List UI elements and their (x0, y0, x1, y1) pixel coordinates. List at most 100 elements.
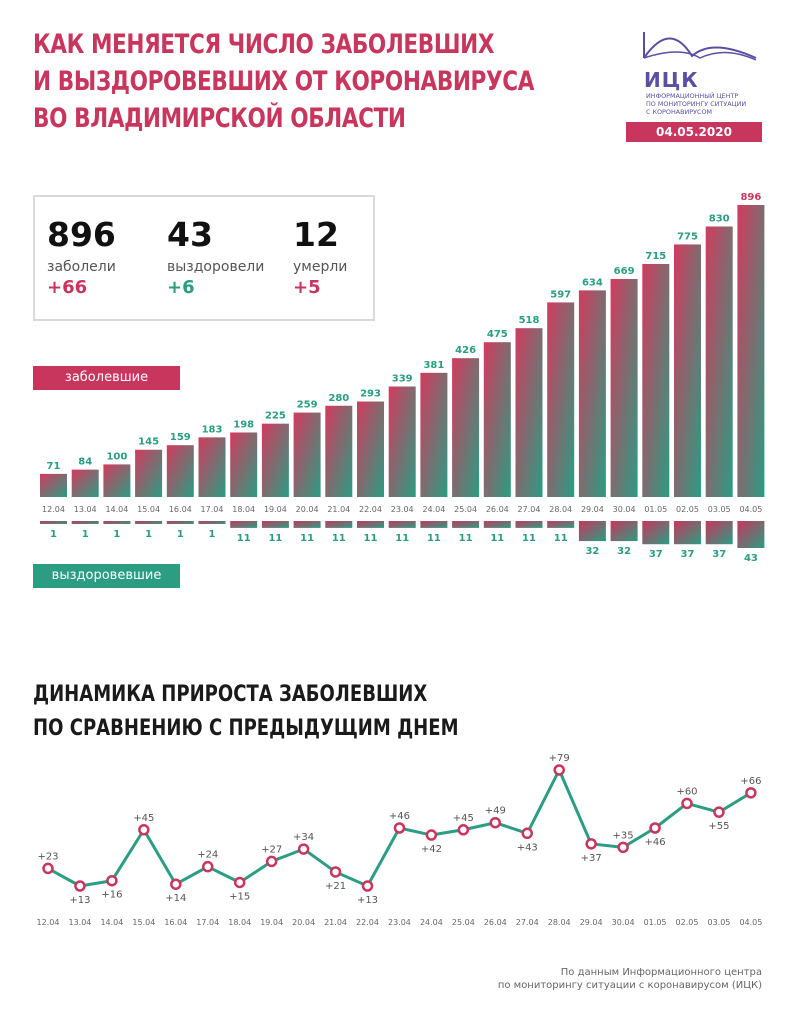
bar-recovered (293, 521, 321, 528)
title-line: ВО ВЛАДИМИРСКОЙ ОБЛАСТИ (33, 103, 406, 134)
recovered-value-label: 1 (209, 529, 216, 540)
date-tick-label: 03.05 (707, 918, 730, 927)
bar-value-label: 159 (170, 432, 191, 443)
bar-recovered (198, 521, 226, 524)
growth-title-line: ПО СРАВНЕНИЮ С ПРЕДЫДУЩИМ ДНЕМ (33, 716, 459, 741)
date-tick-label: 19.04 (260, 918, 283, 927)
bar-value-label: 518 (519, 315, 540, 326)
stat-delta: +6 (167, 277, 195, 298)
bar-value-label: 426 (455, 345, 476, 356)
bar-value-label: 381 (423, 360, 444, 371)
growth-point (553, 764, 565, 776)
stat-infected: 896 заболели +66 (47, 215, 116, 299)
recovered-value-label: 11 (395, 533, 409, 544)
bar-recovered (230, 521, 258, 528)
recovered-value-label: 1 (82, 529, 89, 540)
growth-value-label: +42 (421, 844, 442, 855)
logo-name-line: ИНФОРМАЦИОННЫЙ ЦЕНТР (646, 92, 739, 100)
recovered-value-label: 43 (744, 553, 758, 564)
recovered-value-label: 11 (554, 533, 568, 544)
page-title: КАК МЕНЯЕТСЯ ЧИСЛО ЗАБОЛЕВШИХ И ВЫЗДОРОВ… (33, 26, 534, 137)
bar-infected (71, 469, 99, 497)
date-tick-label: 28.04 (549, 505, 572, 514)
date-tick-label: 27.04 (516, 918, 539, 927)
growth-point (361, 880, 374, 892)
bar-recovered (166, 521, 194, 524)
logo-wave-icon (643, 32, 757, 61)
bar-value-label: 775 (677, 231, 698, 242)
growth-value-label: +45 (133, 813, 154, 824)
growth-point (202, 860, 214, 873)
growth-point (713, 806, 725, 818)
date-tick-label: 17.04 (196, 918, 219, 927)
growth-value-label: +37 (581, 853, 602, 864)
growth-point (170, 878, 182, 890)
bar-value-label: 198 (233, 419, 254, 430)
date-tick-label: 01.05 (644, 918, 667, 927)
date-tick-label: 29.04 (580, 918, 603, 927)
date-tick-label: 12.04 (42, 505, 65, 514)
bar-recovered (515, 521, 543, 528)
stat-label: выздоровели (167, 259, 265, 275)
stat-value: 896 (47, 215, 116, 254)
growth-point (681, 797, 693, 810)
growth-point (42, 862, 54, 875)
bar-infected (261, 423, 289, 497)
growth-value-label: +27 (261, 844, 282, 855)
logo-name-line: ПО МОНИТОРИНГУ СИТУАЦИИ (646, 100, 747, 108)
date-tick-label: 02.05 (676, 505, 699, 514)
bar-recovered (642, 521, 670, 545)
bar-infected (642, 263, 670, 497)
recovered-value-label: 11 (427, 533, 441, 544)
logo-name: ИНФОРМАЦИОННЫЙ ЦЕНТР ПО МОНИТОРИНГУ СИТУ… (646, 92, 776, 116)
date-tick-label: 26.04 (486, 505, 509, 514)
date-tick-label: 18.04 (232, 505, 255, 514)
date-tick-label: 17.04 (201, 505, 224, 514)
stat-label: умерли (293, 259, 348, 275)
recovered-value-label: 11 (490, 533, 504, 544)
growth-point (393, 822, 406, 834)
growth-value-label: +13 (357, 895, 378, 906)
bar-recovered (357, 521, 384, 528)
growth-value-label: +43 (517, 842, 538, 853)
date-tick-label: 28.04 (548, 918, 571, 927)
bar-recovered (71, 521, 99, 524)
bar-recovered (483, 521, 511, 528)
growth-point (265, 855, 278, 868)
recovered-value-label: 11 (268, 533, 282, 544)
title-line: КАК МЕНЯЕТСЯ ЧИСЛО ЗАБОЛЕВШИХ (33, 29, 495, 60)
bar-infected (483, 342, 511, 497)
stat-value: 12 (293, 215, 339, 254)
bar-value-label: 183 (202, 424, 223, 435)
bar-infected (737, 205, 765, 497)
bar-value-label: 259 (297, 400, 318, 411)
date-tick-label: 14.04 (100, 918, 123, 927)
legend-recovered: выздоровевшие (33, 564, 180, 588)
date-tick-label: 24.04 (420, 918, 443, 927)
growth-value-label: +24 (197, 850, 218, 861)
date-tick-label: 24.04 (422, 505, 445, 514)
date-tick-label: 23.04 (391, 505, 414, 514)
date-tick-label: 16.04 (164, 918, 187, 927)
bar-value-label: 715 (645, 251, 666, 262)
date-tick-label: 03.05 (708, 505, 731, 514)
date-tick-label: 18.04 (228, 918, 251, 927)
date-tick-label: 13.04 (74, 505, 97, 514)
bar-value-label: 830 (709, 214, 730, 225)
bar-recovered (261, 521, 289, 528)
bar-infected (230, 432, 258, 497)
date-badge: 04.05.2020 (626, 122, 762, 142)
growth-value-label: +16 (101, 890, 122, 901)
growth-value-label: +35 (613, 830, 634, 841)
bar-recovered (610, 521, 638, 542)
growth-value-label: +60 (676, 786, 697, 797)
date-tick-label: 02.05 (676, 918, 699, 927)
growth-value-label: +15 (229, 891, 250, 902)
bar-value-label: 339 (392, 374, 413, 385)
growth-value-label: +21 (325, 881, 346, 892)
recovered-value-label: 37 (712, 549, 726, 560)
date-tick-label: 21.04 (327, 505, 350, 514)
bar-recovered (325, 521, 353, 528)
growth-point (521, 827, 533, 840)
bar-value-label: 669 (614, 266, 635, 277)
